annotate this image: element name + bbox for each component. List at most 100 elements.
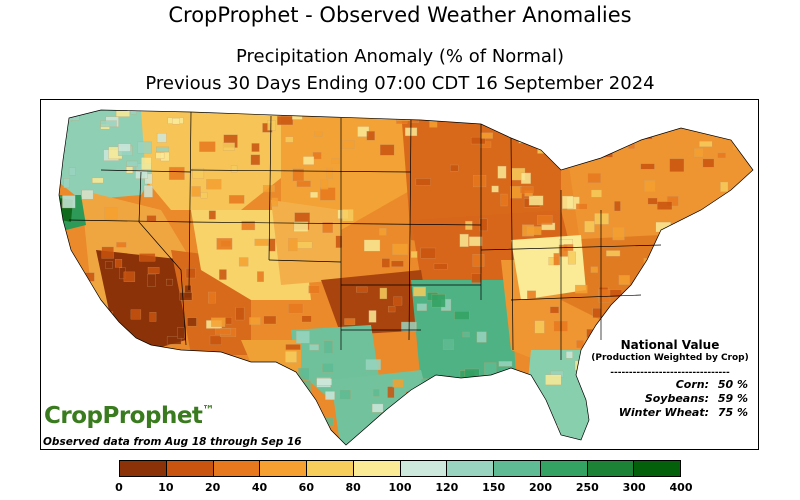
county-patch bbox=[149, 312, 157, 322]
region-great-plains-north bbox=[281, 110, 411, 230]
map-period: Previous 30 Days Ending 07:00 CDT 16 Sep… bbox=[145, 73, 655, 94]
county-patch bbox=[694, 288, 703, 299]
county-patch bbox=[519, 186, 534, 194]
county-patch bbox=[672, 250, 681, 264]
county-patch bbox=[105, 261, 113, 269]
county-patch bbox=[147, 267, 160, 274]
county-patch bbox=[484, 362, 497, 376]
county-patch bbox=[527, 290, 536, 299]
county-patch bbox=[293, 221, 309, 232]
county-patch bbox=[150, 363, 160, 375]
county-patch bbox=[753, 331, 759, 337]
county-patch bbox=[318, 417, 334, 427]
county-patch bbox=[391, 260, 404, 267]
county-patch bbox=[610, 321, 627, 328]
county-patch bbox=[137, 353, 154, 362]
county-patch bbox=[211, 317, 226, 327]
county-patch bbox=[459, 233, 469, 247]
county-patch bbox=[373, 110, 389, 119]
county-patch bbox=[365, 359, 382, 371]
county-patch bbox=[268, 238, 276, 252]
county-patch bbox=[199, 141, 216, 152]
national-value-title: National Value bbox=[620, 338, 720, 352]
logo-text: CropProphet bbox=[44, 403, 203, 429]
county-patch bbox=[431, 294, 446, 308]
county-patch bbox=[698, 291, 712, 304]
county-patch bbox=[700, 325, 709, 336]
county-patch bbox=[720, 320, 727, 327]
county-patch bbox=[542, 133, 558, 144]
county-patch bbox=[137, 141, 152, 154]
legend-tick-label: 300 bbox=[622, 481, 646, 494]
legend-tick-label: 200 bbox=[529, 481, 552, 494]
county-patch bbox=[372, 388, 380, 397]
county-patch bbox=[450, 164, 459, 172]
county-patch bbox=[191, 186, 201, 197]
county-patch bbox=[410, 251, 418, 258]
county-patch bbox=[309, 344, 320, 351]
county-patch bbox=[491, 185, 499, 193]
county-patch bbox=[644, 180, 656, 192]
county-patch bbox=[59, 145, 63, 157]
county-patch bbox=[655, 221, 671, 233]
county-patch bbox=[498, 361, 513, 367]
county-patch bbox=[295, 330, 310, 344]
map-subtitle: Precipitation Anomaly (% of Normal) bbox=[236, 46, 564, 67]
county-patch bbox=[285, 351, 297, 363]
county-patch bbox=[248, 399, 262, 407]
county-patch bbox=[166, 278, 173, 286]
county-patch bbox=[607, 448, 618, 450]
county-patch bbox=[302, 156, 315, 165]
national-value-row: Corn: 50 % bbox=[585, 378, 755, 392]
county-patch bbox=[188, 369, 200, 379]
county-patch bbox=[369, 102, 378, 109]
county-patch bbox=[59, 240, 67, 254]
county-patch bbox=[476, 411, 486, 421]
county-patch bbox=[51, 362, 58, 373]
county-patch bbox=[598, 439, 610, 445]
county-patch bbox=[42, 211, 56, 224]
county-patch bbox=[370, 425, 383, 433]
county-patch bbox=[74, 366, 81, 375]
county-patch bbox=[598, 151, 613, 158]
county-patch bbox=[549, 110, 557, 113]
legend-swatch bbox=[307, 461, 354, 476]
county-patch bbox=[480, 132, 493, 139]
county-patch bbox=[187, 317, 197, 327]
legend-tick-label: 150 bbox=[482, 481, 506, 494]
county-patch bbox=[534, 320, 545, 334]
precipitation-map bbox=[42, 102, 759, 451]
county-patch bbox=[567, 251, 576, 265]
county-patch bbox=[592, 308, 602, 318]
county-patch bbox=[676, 265, 689, 274]
county-patch bbox=[723, 206, 737, 218]
county-patch bbox=[421, 378, 438, 391]
county-patch bbox=[364, 448, 377, 451]
county-patch bbox=[566, 137, 581, 145]
county-patch bbox=[413, 286, 426, 297]
county-patch bbox=[472, 110, 481, 118]
county-patch bbox=[718, 131, 727, 138]
county-patch bbox=[454, 311, 470, 320]
county-patch bbox=[59, 288, 71, 295]
county-patch bbox=[208, 291, 216, 304]
county-patch bbox=[55, 449, 69, 450]
county-patch bbox=[221, 374, 235, 383]
county-patch bbox=[598, 289, 611, 303]
county-patch bbox=[74, 369, 83, 379]
legend-swatch bbox=[634, 461, 680, 476]
county-patch bbox=[200, 192, 208, 199]
legend-swatch bbox=[353, 461, 401, 476]
county-patch bbox=[363, 239, 381, 252]
county-patch bbox=[126, 166, 134, 174]
county-patch bbox=[675, 274, 688, 283]
county-patch bbox=[101, 246, 114, 259]
county-patch bbox=[257, 271, 264, 282]
county-patch bbox=[245, 374, 253, 384]
county-patch bbox=[238, 257, 249, 267]
county-patch bbox=[710, 111, 727, 119]
county-patch bbox=[480, 423, 493, 435]
county-patch bbox=[727, 213, 739, 223]
color-legend bbox=[119, 460, 681, 477]
county-patch bbox=[590, 266, 598, 273]
